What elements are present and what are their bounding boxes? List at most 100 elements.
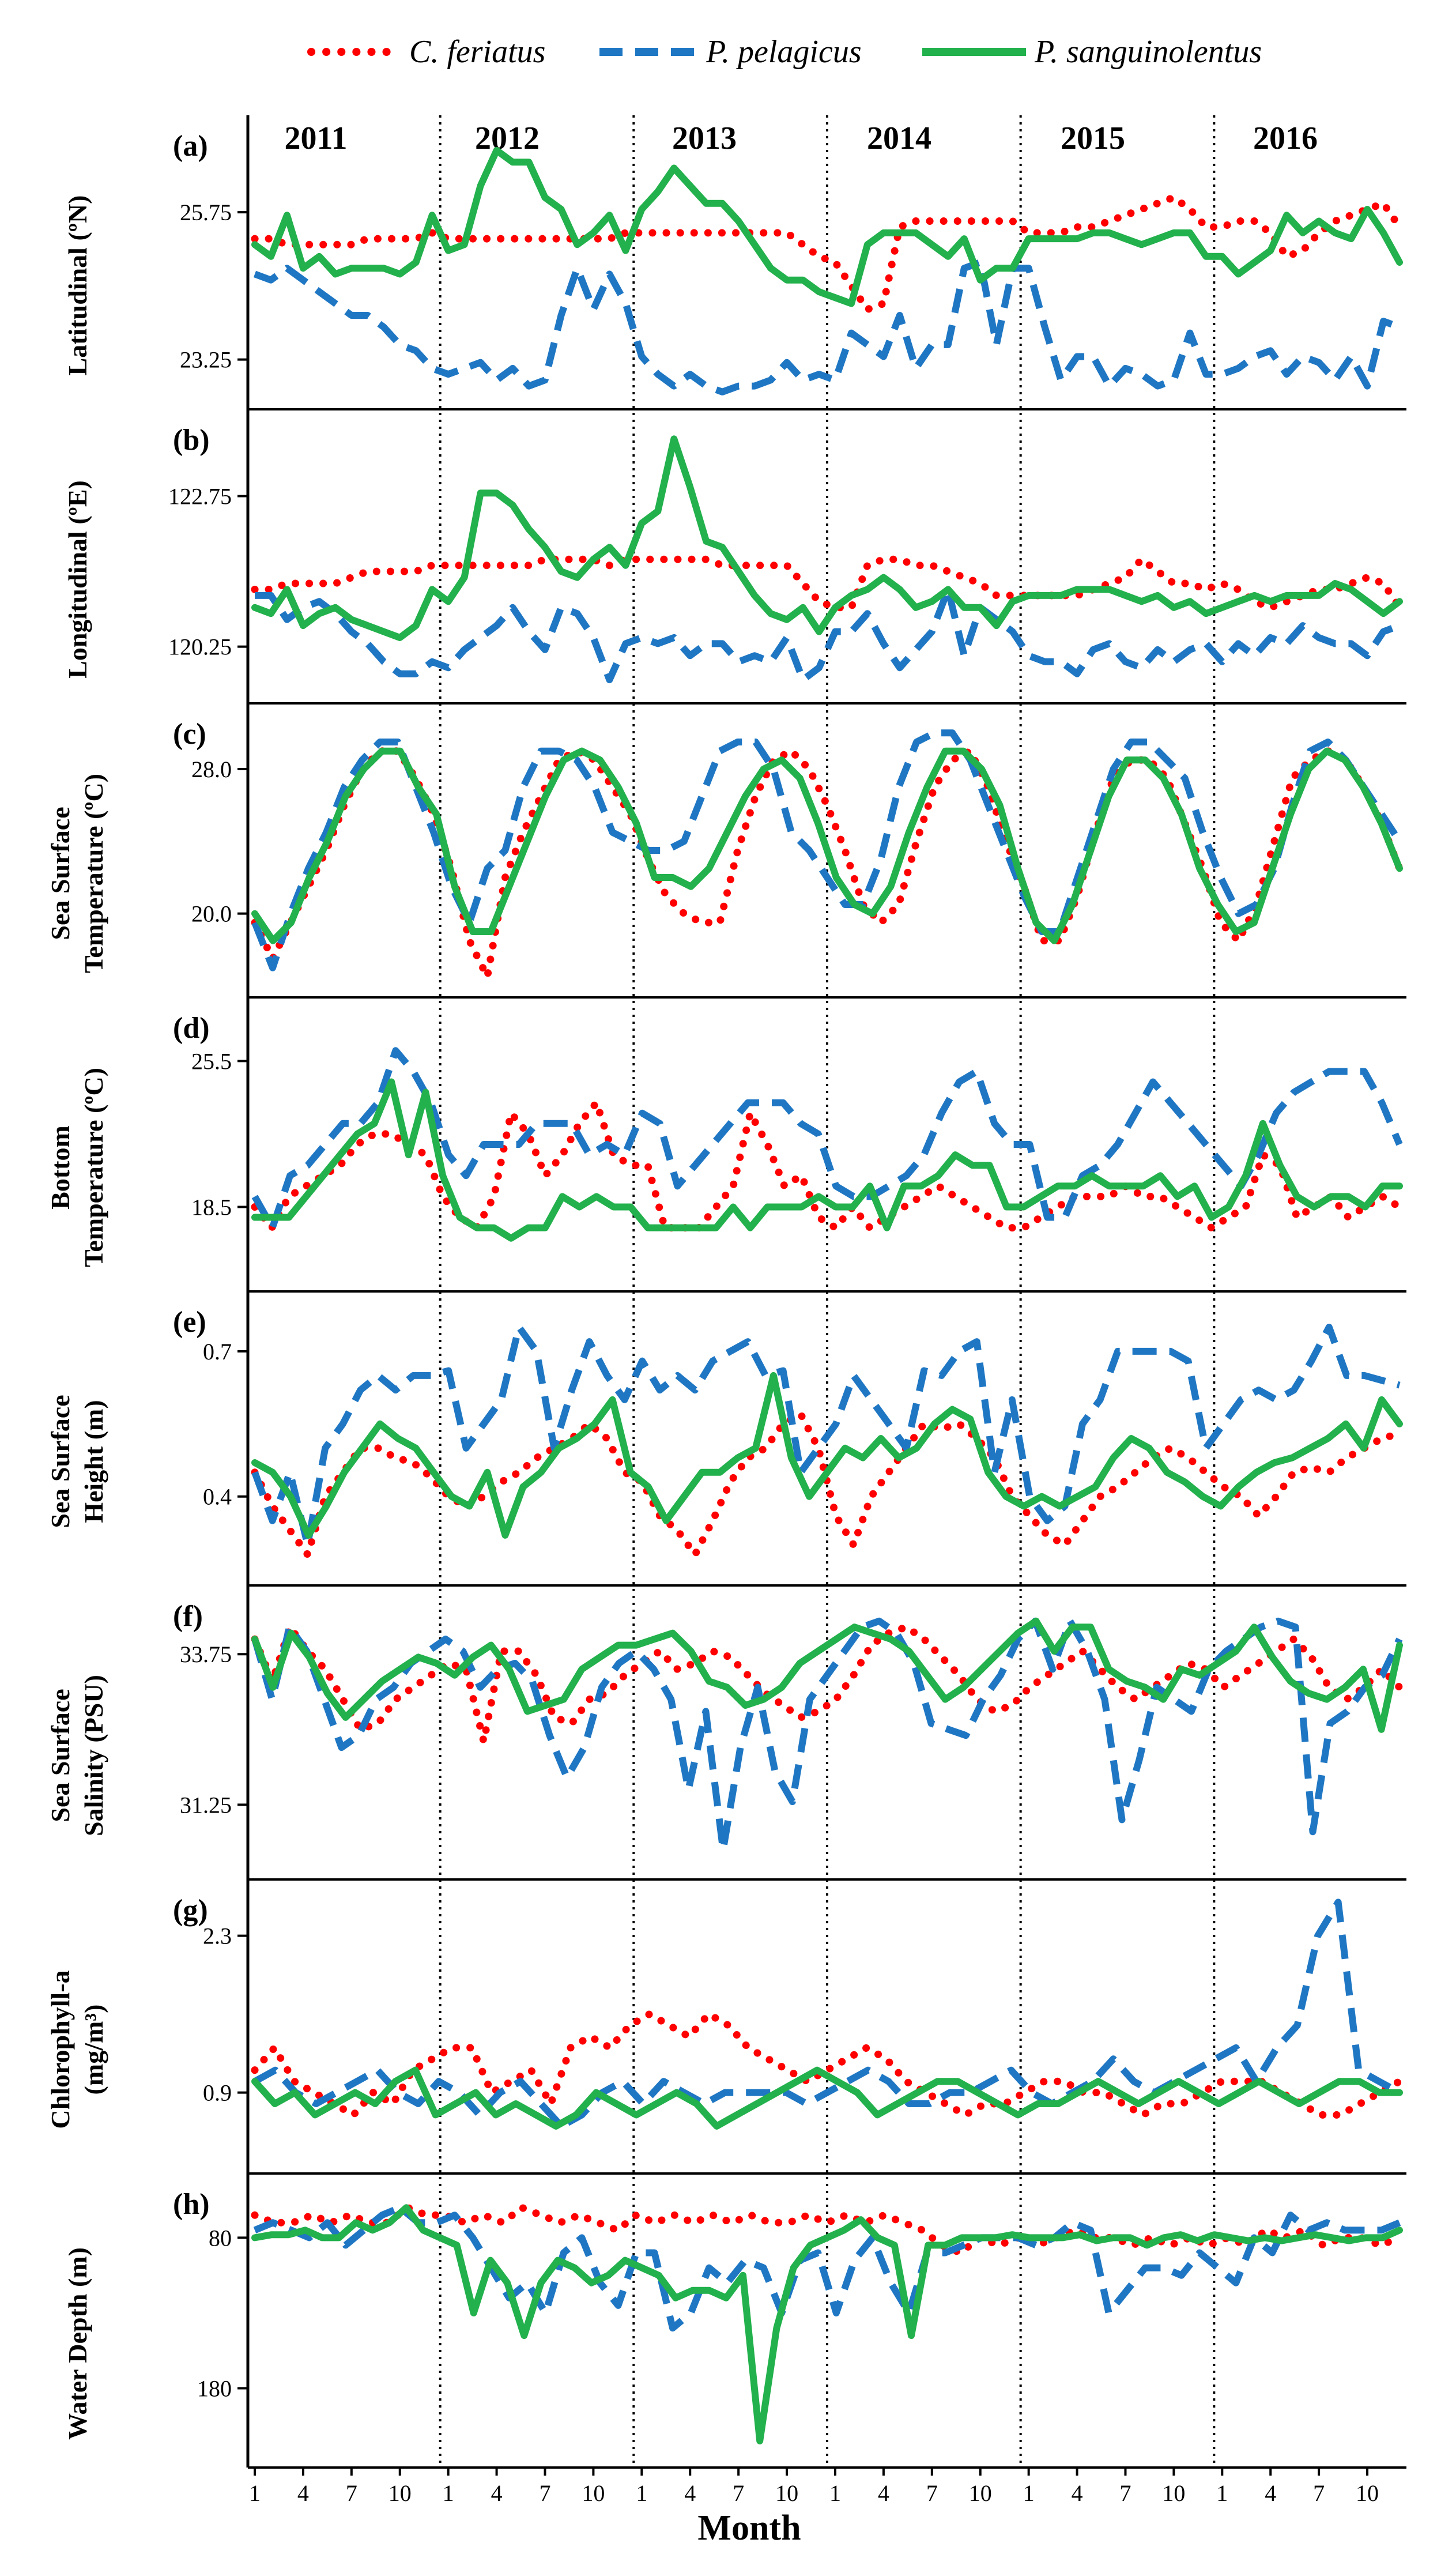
series-line-p-pelagicus <box>253 1898 1401 2130</box>
series-line-p-pelagicus <box>255 586 1401 684</box>
year-label: 2016 <box>1253 120 1318 156</box>
series-line-c-feriatus <box>251 2203 1404 2257</box>
y-axis-label: Chlorophyll-a <box>46 1970 75 2129</box>
panel-d: 18.5 25.5 (d) Bottom Temperature (ºC) <box>46 1012 1406 1293</box>
series-line-p-pelagicus <box>253 259 1401 395</box>
y-axis-label: Salinity (PSU) <box>79 1675 108 1836</box>
panel-h: 80 180 (h) Water Depth (m) <box>63 2188 1406 2469</box>
x-tick-label: 4 <box>878 2480 889 2506</box>
panel-c: 20.0 28.0 (c) Sea Surface Temperature (ºC) <box>46 718 1406 999</box>
y-tick-label: 0.9 <box>203 2080 232 2106</box>
y-tick-label: 80 <box>209 2225 232 2251</box>
legend-label-c-feriatus: C. feriatus <box>409 34 545 70</box>
panel-label: (f) <box>173 1600 203 1633</box>
y-tick-label: 0.7 <box>203 1339 232 1365</box>
x-tick-label: 10 <box>775 2480 798 2506</box>
series-line-c-feriatus <box>251 2010 1404 2119</box>
x-tick-label: 10 <box>969 2480 992 2506</box>
series-line-p-sanguinolentus <box>251 1078 1403 1242</box>
y-axis-label: Height (m) <box>79 1400 108 1523</box>
x-tick-label: 1 <box>1023 2480 1035 2506</box>
panel-e: 0.4 0.7(e) Sea Surface Height (m) <box>46 1306 1406 1587</box>
y-axis-label: Sea Surface <box>46 1689 75 1822</box>
x-tick-label: 4 <box>1072 2480 1083 2506</box>
y-tick-label: 20.0 <box>191 901 232 927</box>
x-tick-label: 1 <box>443 2480 454 2506</box>
series-line-p-sanguinolentus <box>251 2066 1403 2130</box>
panel-b: 120.25 122.75 (b) Longitudinal (ºE) <box>63 424 1406 705</box>
x-tick-label: 10 <box>1162 2480 1185 2506</box>
x-tick-label: 1 <box>249 2480 261 2506</box>
series-line-c-feriatus <box>251 555 1404 612</box>
year-label: 2011 <box>285 120 348 156</box>
x-tick-label: 4 <box>1265 2480 1276 2506</box>
year-labels: 2011 2012 2013 2014 2015 2016 <box>285 120 1318 156</box>
series-line-c-feriatus <box>251 1099 1404 1232</box>
series-line-p-pelagicus <box>253 2204 1401 2332</box>
series-line-p-sanguinolentus <box>251 2204 1403 2444</box>
y-tick-label: 0.4 <box>203 1484 232 1510</box>
panel-label: (g) <box>173 1894 208 1927</box>
year-label: 2013 <box>672 120 737 156</box>
y-tick-label: 23.25 <box>180 347 232 373</box>
panel-label: (d) <box>173 1012 210 1045</box>
x-tick-label: 7 <box>1119 2480 1131 2506</box>
y-axis-label: Sea Surface <box>46 1395 75 1528</box>
panels: 23.25 25.75 (a) Latitudinal (ºN) 120.25 122.7… <box>46 130 1406 2469</box>
x-tick-label: 10 <box>582 2480 605 2506</box>
series-line-p-sanguinolentus <box>251 1372 1403 1539</box>
series-line-p-pelagicus <box>251 1324 1401 1549</box>
panel-label: (e) <box>173 1306 206 1339</box>
y-axis-label: Longitudinal (ºE) <box>63 480 92 679</box>
y-tick-label: 25.5 <box>191 1048 232 1074</box>
x-axis-title: Month <box>697 2508 801 2548</box>
series-line-p-pelagicus <box>251 1047 1403 1231</box>
y-axis-label: Latitudinal (ºN) <box>63 195 92 376</box>
y-axis-label: (mg/m³) <box>79 2005 108 2095</box>
year-label: 2015 <box>1061 120 1125 156</box>
y-axis-label: Temperature (ºC) <box>79 774 108 973</box>
x-axis: 1 4 7 10 1 4 7 10 1 4 7 10 1 4 7 10 1 4 7 10 1 4 7 10 <box>249 2468 1379 2506</box>
panel-label: (a) <box>173 130 208 163</box>
year-label: 2014 <box>867 120 931 156</box>
series-line-p-sanguinolentus <box>251 747 1403 944</box>
year-label: 2012 <box>475 120 540 156</box>
y-axis-label: Sea Surface <box>46 807 75 940</box>
x-tick-label: 1 <box>636 2480 647 2506</box>
x-tick-label: 10 <box>388 2480 412 2506</box>
y-tick-label: 25.75 <box>180 199 232 225</box>
panel-a: 23.25 25.75 (a) Latitudinal (ºN) <box>63 130 1406 410</box>
legend: C. feriatus P. pelagicus P. sanguinolent… <box>307 34 1262 70</box>
y-tick-label: 33.75 <box>180 1641 232 1667</box>
y-tick-label: 180 <box>197 2376 232 2402</box>
y-tick-label: 122.75 <box>168 484 232 510</box>
series-line-p-sanguinolentus <box>251 146 1403 307</box>
y-tick-label: 31.25 <box>180 1792 232 1818</box>
panel-g: 0.9 2.3(g) Chlorophyll-a (mg/m³) <box>46 1894 1406 2175</box>
panel-label: (b) <box>173 424 210 457</box>
legend-label-p-pelagicus: P. pelagicus <box>706 34 862 70</box>
x-tick-label: 1 <box>1216 2480 1228 2506</box>
panel-label: (c) <box>173 718 206 751</box>
x-tick-label: 4 <box>491 2480 503 2506</box>
x-tick-label: 10 <box>1356 2480 1379 2506</box>
x-tick-label: 4 <box>684 2480 696 2506</box>
x-tick-label: 4 <box>297 2480 309 2506</box>
panel-f: 31.25 33.75 (f) Sea Surface Salinity (PSU) <box>46 1600 1406 1881</box>
y-tick-label: 2.3 <box>203 1923 232 1949</box>
x-tick-label: 7 <box>926 2480 938 2506</box>
x-tick-label: 7 <box>1313 2480 1325 2506</box>
x-tick-label: 1 <box>829 2480 841 2506</box>
y-tick-label: 18.5 <box>191 1194 232 1220</box>
series-line-p-pelagicus <box>251 729 1403 971</box>
x-tick-label: 7 <box>539 2480 550 2506</box>
series-line-p-sanguinolentus <box>251 435 1403 641</box>
y-axis-label: Temperature (ºC) <box>79 1068 108 1267</box>
y-axis-label: Bottom <box>46 1125 75 1210</box>
x-tick-label: 7 <box>346 2480 357 2506</box>
y-tick-label: 28.0 <box>191 756 232 782</box>
y-axis-label: Water Depth (m) <box>63 2247 92 2440</box>
x-tick-label: 7 <box>733 2480 744 2506</box>
series-line-p-pelagicus <box>251 1617 1403 1854</box>
